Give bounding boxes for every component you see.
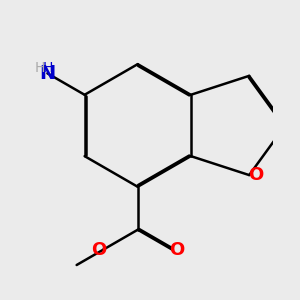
Text: O: O [248,166,263,184]
Text: H: H [35,61,45,75]
Text: O: O [91,241,106,259]
Text: H: H [42,61,52,75]
Text: O: O [169,241,185,259]
Text: N: N [39,64,56,83]
